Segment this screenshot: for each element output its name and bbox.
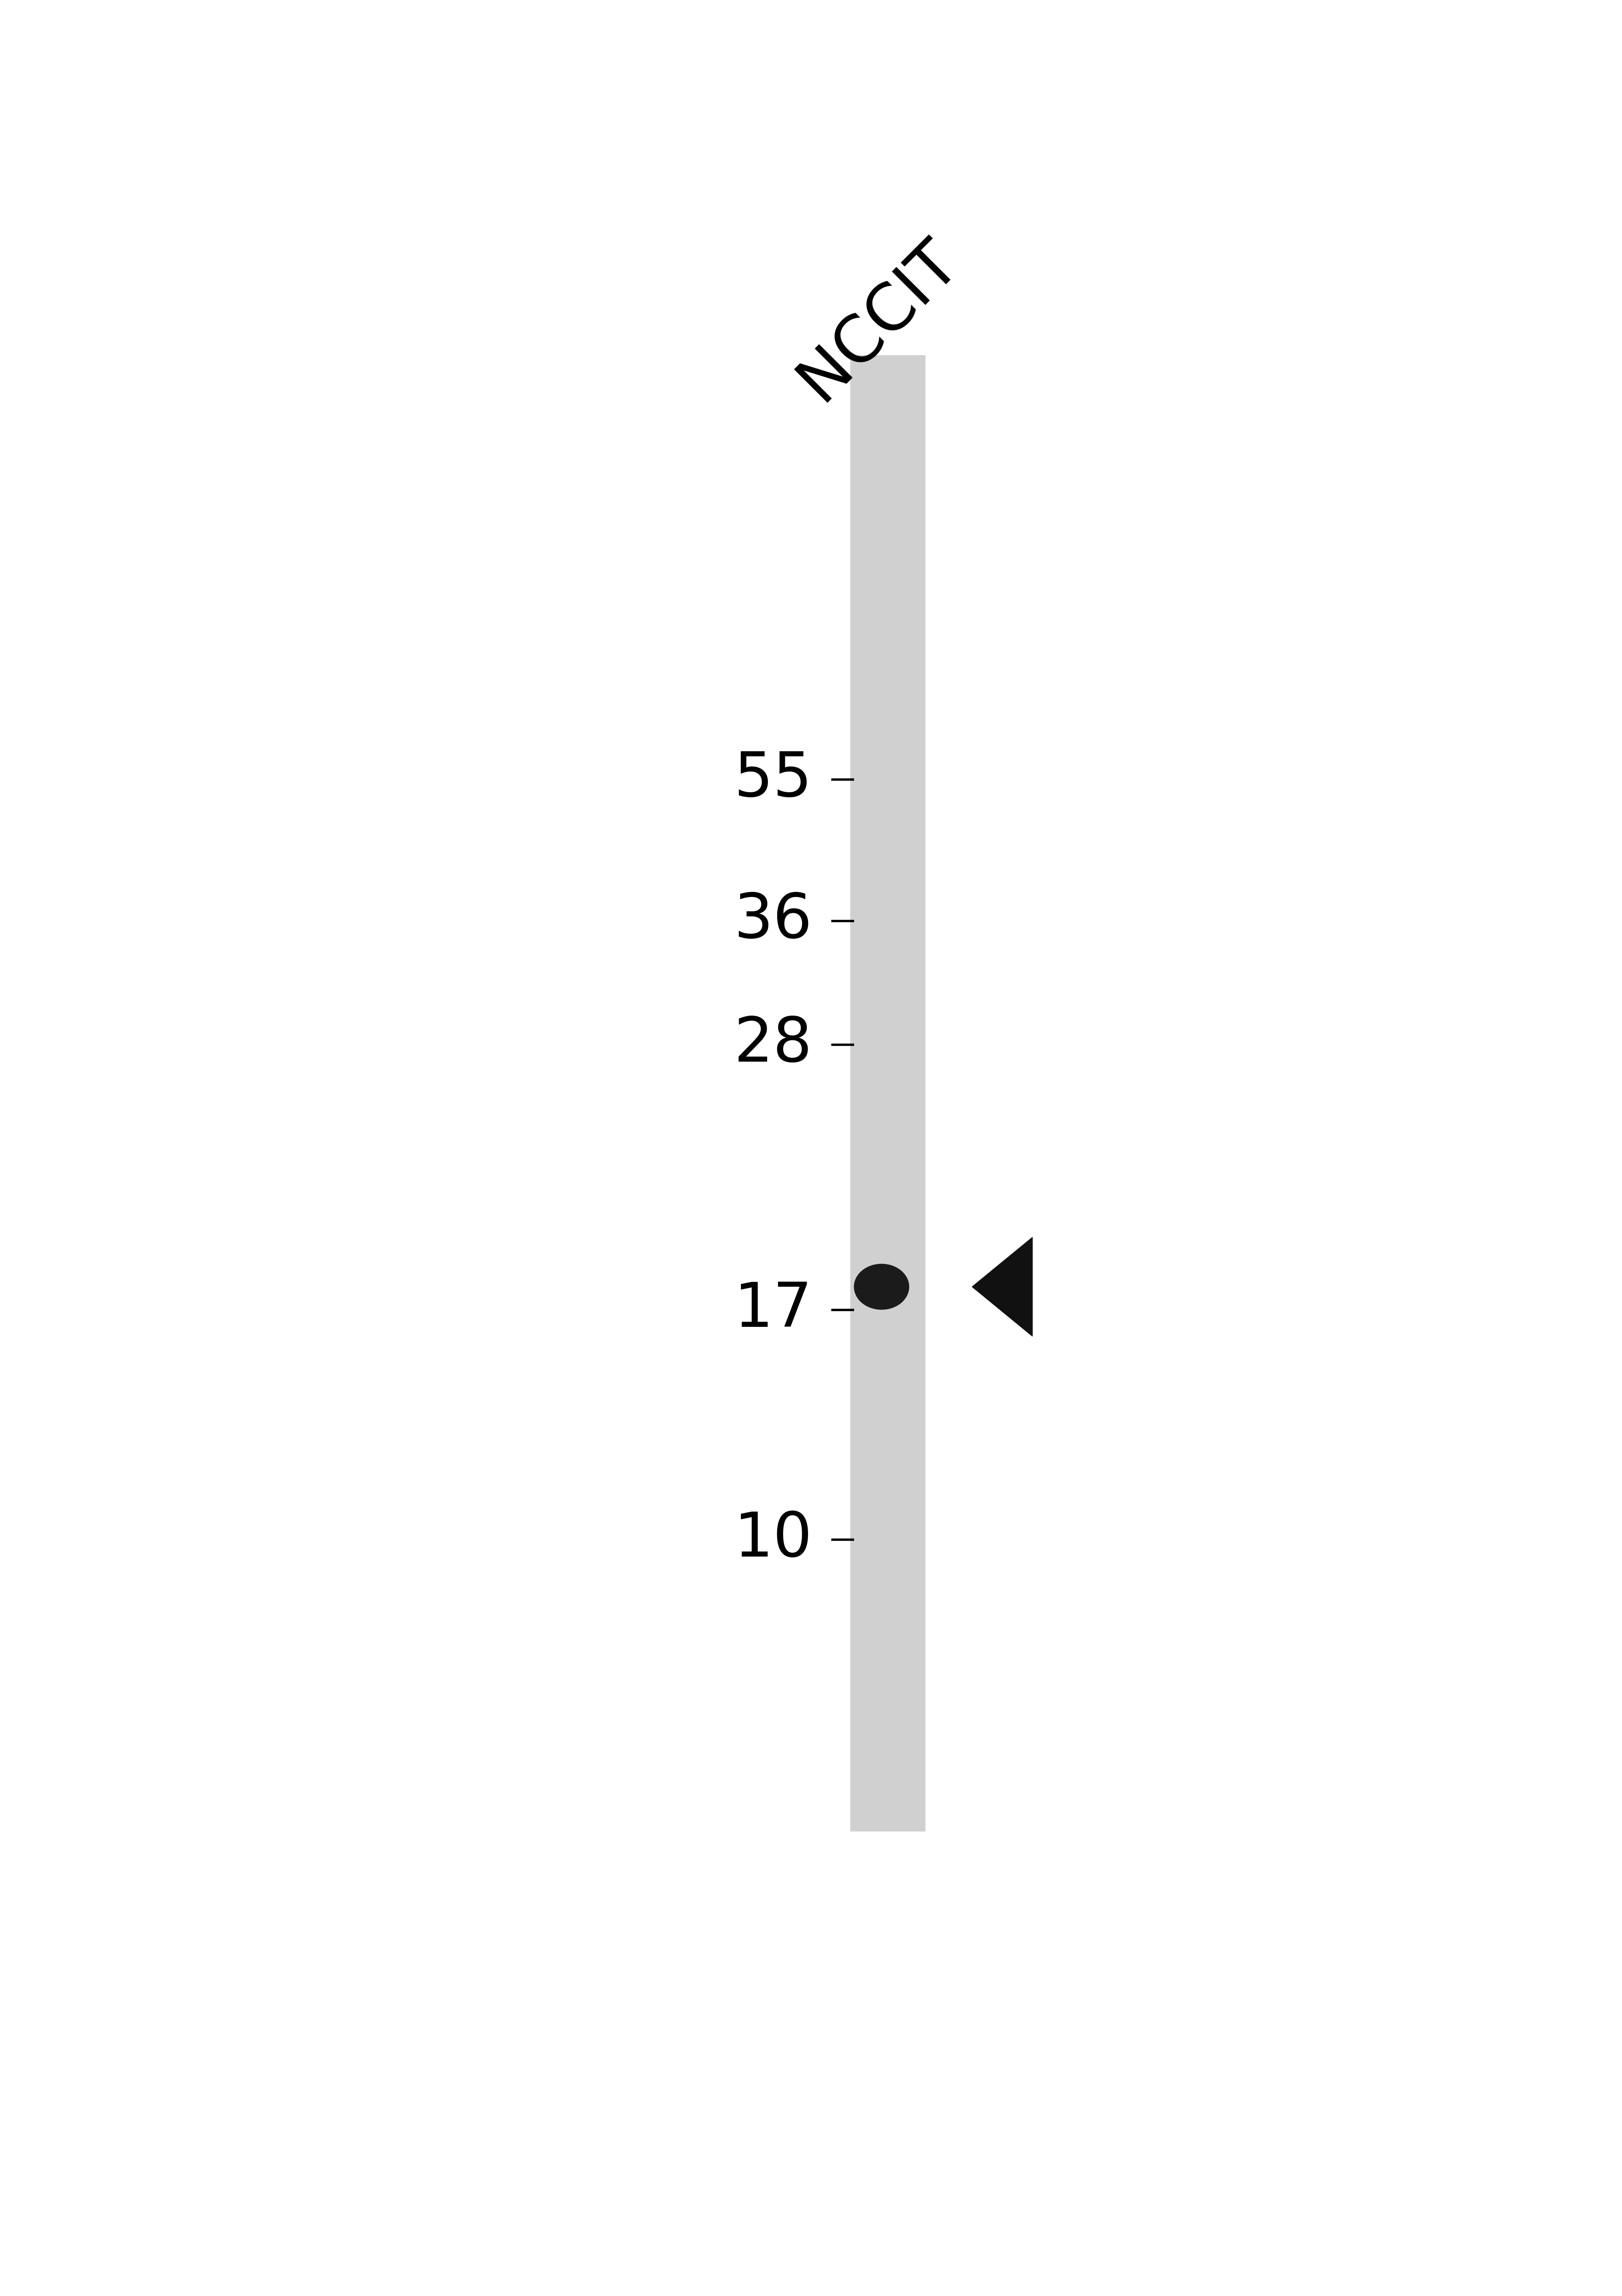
Ellipse shape [853, 1263, 910, 1309]
Text: NCCIT: NCCIT [787, 230, 970, 413]
Bar [850, 356, 926, 1832]
Text: 28: 28 [735, 1015, 813, 1075]
Text: 10: 10 [735, 1511, 813, 1570]
Polygon shape [972, 1238, 1032, 1336]
Text: 55: 55 [735, 748, 813, 808]
Text: 36: 36 [735, 891, 813, 951]
Text: 17: 17 [735, 1279, 813, 1339]
